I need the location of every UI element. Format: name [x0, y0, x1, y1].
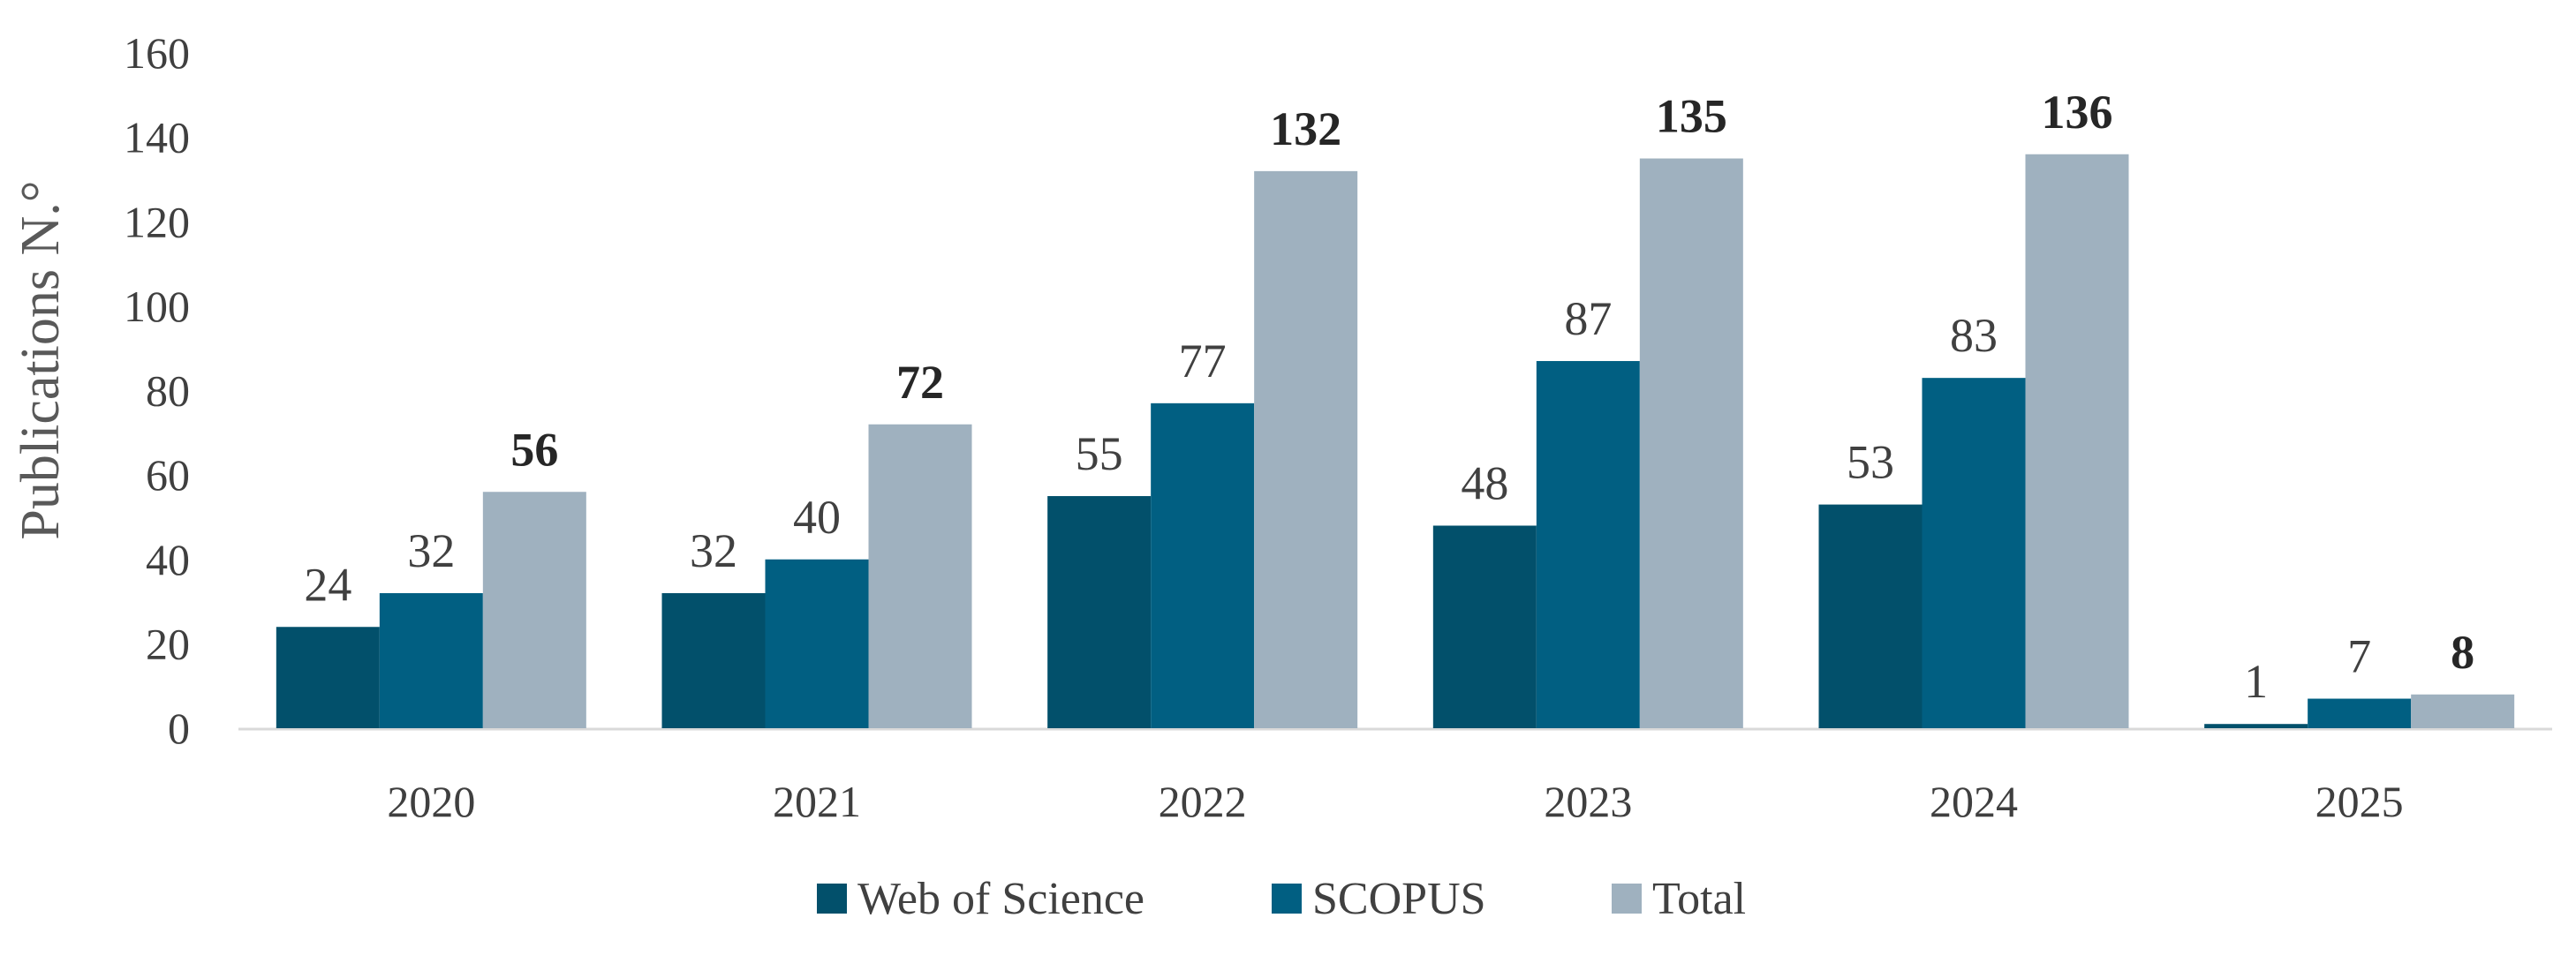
data-label: 53	[1847, 436, 1894, 489]
legend-swatch	[817, 884, 847, 914]
data-label: 56	[510, 423, 558, 476]
bar	[868, 424, 972, 728]
data-label: 1	[2244, 655, 2268, 708]
data-label: 32	[407, 524, 455, 577]
bar	[2204, 724, 2308, 728]
y-tick-label: 20	[146, 619, 190, 668]
data-label: 135	[1656, 90, 1727, 143]
legend: Web of Science SCOPUS Total	[817, 874, 1746, 924]
bar	[482, 492, 586, 728]
y-tick-label: 0	[168, 703, 190, 753]
data-label: 136	[2042, 86, 2113, 139]
data-label: 8	[2451, 626, 2474, 679]
x-axis: 2020 2021 2022 2023 2024 2025	[238, 727, 2552, 826]
data-label: 55	[1076, 427, 1123, 480]
bar	[661, 593, 766, 728]
bar	[1639, 158, 1743, 728]
data-label: 132	[1270, 102, 1341, 155]
bar	[2411, 694, 2515, 728]
legend-label: Total	[1652, 874, 1746, 924]
bar	[1818, 504, 1923, 728]
bar	[379, 593, 483, 728]
legend-label: Web of Science	[857, 874, 1144, 924]
y-tick-label: 40	[146, 535, 190, 584]
bar	[1432, 525, 1537, 728]
y-axis: 0 20 40 60 80 100 120 140 160	[124, 28, 190, 753]
y-tick-label: 120	[124, 197, 190, 246]
bar	[765, 559, 869, 728]
bar	[2025, 154, 2129, 728]
bar	[276, 627, 380, 728]
y-tick-label: 140	[124, 113, 190, 162]
data-label: 72	[896, 356, 944, 409]
data-label: 32	[690, 524, 737, 577]
data-label: 24	[304, 558, 351, 611]
legend-swatch	[1272, 884, 1302, 914]
data-label: 83	[1950, 309, 1998, 362]
data-label: 87	[1564, 292, 1612, 345]
data-label: 48	[1461, 457, 1508, 510]
bar	[1536, 361, 1640, 728]
x-tick-label: 2022	[1159, 777, 1247, 826]
y-tick-label: 100	[124, 282, 190, 331]
data-label: 77	[1179, 335, 1227, 387]
bars	[276, 154, 2515, 728]
bar	[1151, 403, 1255, 728]
y-tick-label: 60	[146, 450, 190, 500]
x-tick-label: 2025	[2315, 777, 2404, 826]
data-label: 40	[793, 491, 841, 544]
y-tick-label: 80	[146, 366, 190, 416]
legend-label: SCOPUS	[1312, 874, 1486, 924]
data-labels: 24 32 56 32 40 72 55 77 132 48 87 135 53 83 136 1 7 8	[304, 86, 2474, 708]
bar	[1922, 378, 2026, 728]
x-tick-label: 2023	[1544, 777, 1632, 826]
legend-swatch	[1612, 884, 1642, 914]
data-label: 7	[2347, 630, 2371, 683]
bar	[1254, 170, 1358, 728]
x-tick-label: 2024	[1930, 777, 2018, 826]
bar	[2308, 698, 2412, 728]
x-tick-label: 2020	[387, 777, 475, 826]
x-tick-label: 2021	[773, 777, 861, 826]
y-tick-label: 160	[124, 28, 190, 78]
bar	[1047, 496, 1152, 728]
y-axis-title: Publications N.°	[11, 180, 71, 539]
